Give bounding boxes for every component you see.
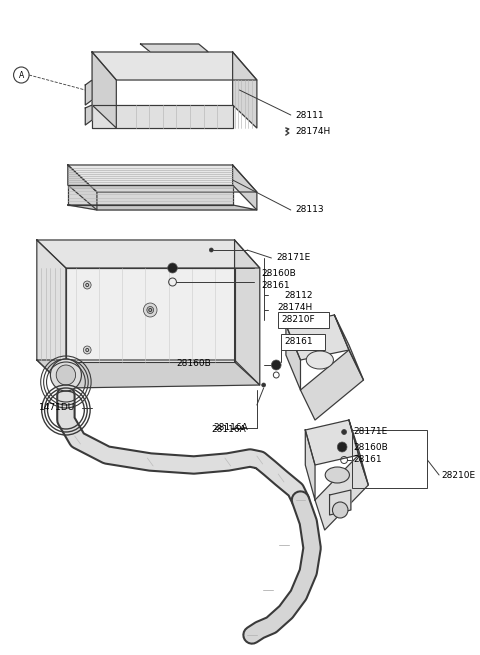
Polygon shape <box>66 268 235 362</box>
Text: A: A <box>19 71 24 79</box>
Text: 28116A: 28116A <box>213 424 248 432</box>
Circle shape <box>333 502 348 518</box>
Text: 28171E: 28171E <box>354 428 388 436</box>
Text: 28174H: 28174H <box>277 303 312 312</box>
Text: 28161: 28161 <box>284 337 312 346</box>
Circle shape <box>209 248 213 252</box>
Polygon shape <box>305 420 359 465</box>
Polygon shape <box>315 455 368 530</box>
Polygon shape <box>68 205 257 210</box>
Polygon shape <box>305 430 315 500</box>
Circle shape <box>56 365 76 385</box>
Circle shape <box>168 263 178 273</box>
Ellipse shape <box>325 467 349 483</box>
Polygon shape <box>37 360 260 388</box>
Polygon shape <box>233 165 257 210</box>
Polygon shape <box>92 52 257 80</box>
Circle shape <box>337 442 347 452</box>
Text: 28113: 28113 <box>296 206 324 214</box>
Text: 28160B: 28160B <box>177 360 211 369</box>
Circle shape <box>84 281 91 289</box>
Text: 28111: 28111 <box>296 111 324 119</box>
Circle shape <box>144 303 157 317</box>
Polygon shape <box>349 420 368 485</box>
Ellipse shape <box>306 351 334 369</box>
Circle shape <box>262 383 265 387</box>
Polygon shape <box>68 165 257 192</box>
Polygon shape <box>286 325 300 390</box>
Circle shape <box>147 307 154 314</box>
Polygon shape <box>68 185 233 205</box>
Circle shape <box>84 346 91 354</box>
Polygon shape <box>37 240 260 268</box>
Text: 28112: 28112 <box>284 291 312 301</box>
Text: 28174H: 28174H <box>296 128 331 136</box>
Circle shape <box>342 430 347 434</box>
Polygon shape <box>92 105 233 128</box>
Polygon shape <box>85 80 92 105</box>
Text: 1471DU: 1471DU <box>39 403 75 413</box>
Polygon shape <box>335 315 363 380</box>
Text: 28210E: 28210E <box>441 470 475 479</box>
Bar <box>278 312 329 328</box>
Circle shape <box>50 359 82 391</box>
Polygon shape <box>330 490 351 515</box>
Polygon shape <box>235 240 260 385</box>
Bar <box>352 430 428 488</box>
Polygon shape <box>141 44 208 52</box>
Text: 28161: 28161 <box>262 280 290 290</box>
Bar <box>281 334 324 350</box>
Polygon shape <box>85 105 92 125</box>
Polygon shape <box>300 350 363 420</box>
Polygon shape <box>68 165 97 210</box>
Text: 28116A: 28116A <box>211 426 246 434</box>
Text: 28161: 28161 <box>354 455 383 464</box>
Text: 28210F: 28210F <box>281 316 315 324</box>
Polygon shape <box>37 240 66 388</box>
Text: 28160B: 28160B <box>262 269 297 278</box>
Polygon shape <box>286 315 349 360</box>
Circle shape <box>271 360 281 370</box>
Polygon shape <box>233 52 257 128</box>
Text: 28160B: 28160B <box>354 443 388 451</box>
Text: 28171E: 28171E <box>276 253 311 263</box>
Polygon shape <box>92 52 116 128</box>
